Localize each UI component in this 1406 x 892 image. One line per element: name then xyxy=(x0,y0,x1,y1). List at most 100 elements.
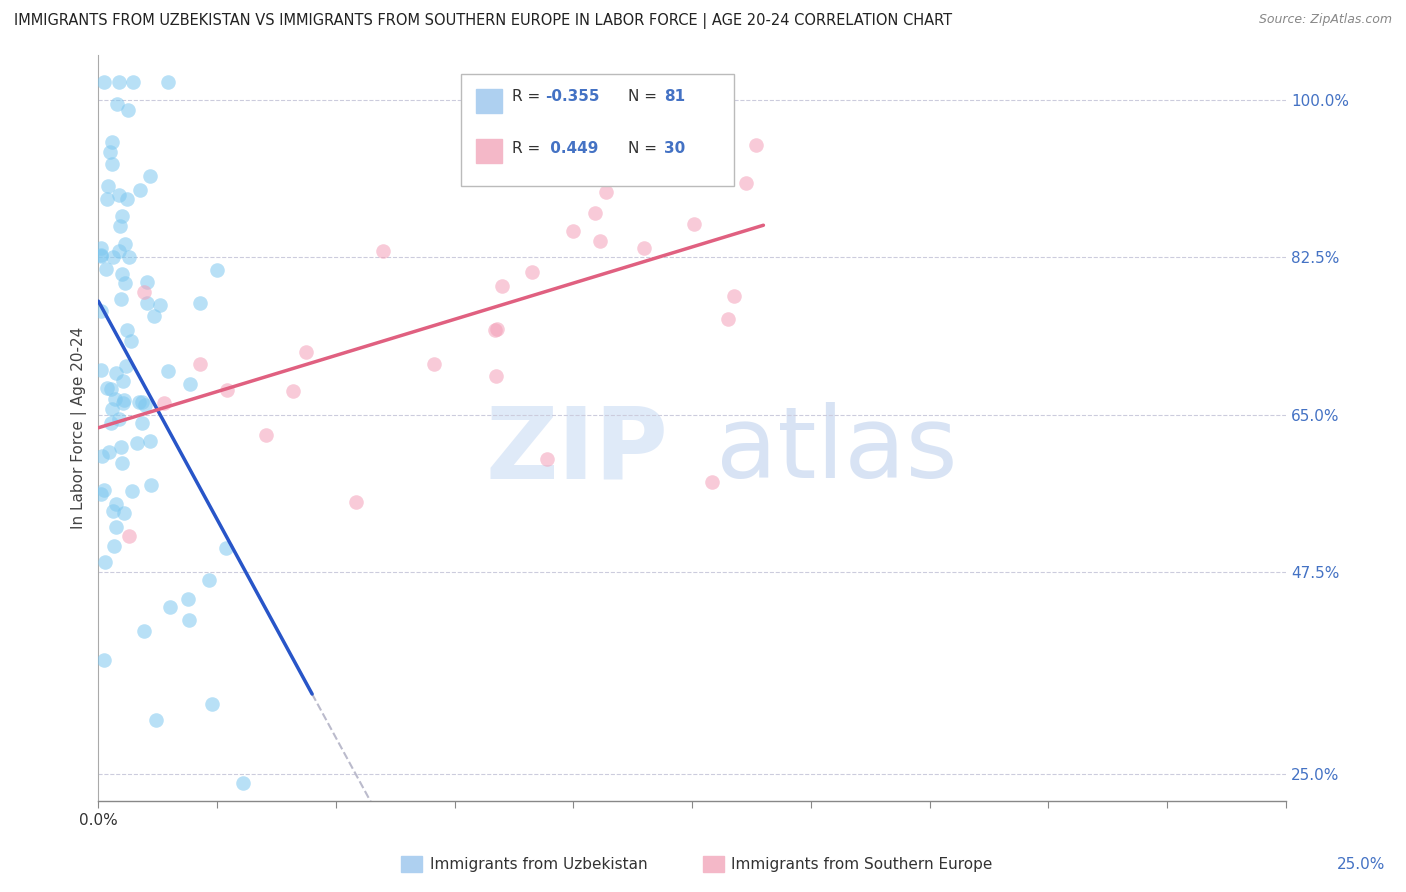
Point xyxy=(702,475,724,490)
Point xyxy=(97,445,120,459)
Point xyxy=(117,103,139,117)
Point xyxy=(683,218,706,232)
Point xyxy=(121,484,143,499)
Point xyxy=(723,289,745,303)
Text: R =: R = xyxy=(512,88,544,103)
Text: 0.449: 0.449 xyxy=(546,141,599,156)
Point xyxy=(588,234,610,248)
Point xyxy=(215,541,238,555)
Point xyxy=(90,487,112,501)
Point xyxy=(281,384,304,398)
Point xyxy=(201,697,224,711)
Point xyxy=(90,362,112,376)
Point xyxy=(491,278,513,293)
Point xyxy=(179,613,201,627)
Point xyxy=(93,75,115,89)
Text: -0.355: -0.355 xyxy=(546,88,599,103)
Text: N =: N = xyxy=(628,88,662,103)
Point xyxy=(132,285,155,299)
Point xyxy=(120,334,142,348)
Point xyxy=(205,263,228,277)
Text: R =: R = xyxy=(512,141,544,156)
Point xyxy=(100,417,122,431)
Point xyxy=(135,295,157,310)
Point xyxy=(117,251,139,265)
Point xyxy=(485,369,508,384)
Point xyxy=(157,75,180,89)
Point xyxy=(90,248,112,262)
Point xyxy=(156,364,179,378)
Point xyxy=(179,377,201,392)
Point xyxy=(522,265,544,279)
Point xyxy=(143,309,166,323)
FancyBboxPatch shape xyxy=(477,139,502,163)
Point xyxy=(104,392,127,406)
Point xyxy=(217,384,239,398)
Text: Immigrants from Southern Europe: Immigrants from Southern Europe xyxy=(731,857,993,871)
Point xyxy=(110,441,132,455)
Point xyxy=(108,412,131,426)
Point xyxy=(512,143,534,157)
Point xyxy=(101,156,124,170)
Point xyxy=(134,398,156,412)
Point xyxy=(107,75,129,89)
Point xyxy=(100,382,122,396)
Point xyxy=(94,262,117,277)
Text: atlas: atlas xyxy=(716,402,957,499)
Point xyxy=(735,176,758,190)
Point xyxy=(90,250,112,264)
Point xyxy=(254,428,277,442)
Point xyxy=(536,452,558,467)
Point xyxy=(131,395,153,409)
Point xyxy=(633,241,655,255)
Point xyxy=(90,241,112,255)
Point xyxy=(110,219,132,233)
Point xyxy=(105,366,128,380)
Point xyxy=(149,297,172,311)
Point xyxy=(110,292,132,306)
Point xyxy=(101,401,124,416)
Point xyxy=(101,136,124,150)
Point xyxy=(97,179,120,194)
Text: IMMIGRANTS FROM UZBEKISTAN VS IMMIGRANTS FROM SOUTHERN EUROPE IN LABOR FORCE | A: IMMIGRANTS FROM UZBEKISTAN VS IMMIGRANTS… xyxy=(14,13,952,29)
Point xyxy=(583,206,606,220)
Point xyxy=(112,393,135,408)
Point xyxy=(111,209,134,223)
Point xyxy=(111,374,134,388)
Point xyxy=(177,591,200,606)
Point xyxy=(93,483,115,497)
FancyBboxPatch shape xyxy=(461,74,734,186)
Point xyxy=(139,478,162,492)
Text: Source: ZipAtlas.com: Source: ZipAtlas.com xyxy=(1258,13,1392,27)
Point xyxy=(111,396,134,410)
Point xyxy=(96,381,118,395)
Point xyxy=(485,322,508,336)
Point xyxy=(114,276,136,290)
Point xyxy=(745,137,768,152)
Point xyxy=(484,323,506,337)
Point xyxy=(717,311,740,326)
Text: 30: 30 xyxy=(664,141,685,156)
Point xyxy=(115,192,138,206)
Point xyxy=(344,495,367,509)
Point xyxy=(94,555,117,569)
Point xyxy=(118,529,141,543)
Point xyxy=(295,345,318,359)
Point xyxy=(104,497,127,511)
Point xyxy=(115,323,138,337)
Text: Immigrants from Uzbekistan: Immigrants from Uzbekistan xyxy=(430,857,648,871)
Point xyxy=(103,539,125,553)
Point xyxy=(139,434,162,448)
Point xyxy=(152,396,174,410)
Point xyxy=(111,456,134,470)
Point xyxy=(197,573,219,587)
Point xyxy=(526,75,548,89)
Text: ZIP: ZIP xyxy=(485,402,668,499)
Point xyxy=(91,449,114,463)
Point xyxy=(103,504,125,518)
Y-axis label: In Labor Force | Age 20-24: In Labor Force | Age 20-24 xyxy=(72,327,87,529)
Point xyxy=(112,506,135,520)
Point xyxy=(188,358,211,372)
Point xyxy=(423,357,446,371)
Point xyxy=(136,275,159,289)
